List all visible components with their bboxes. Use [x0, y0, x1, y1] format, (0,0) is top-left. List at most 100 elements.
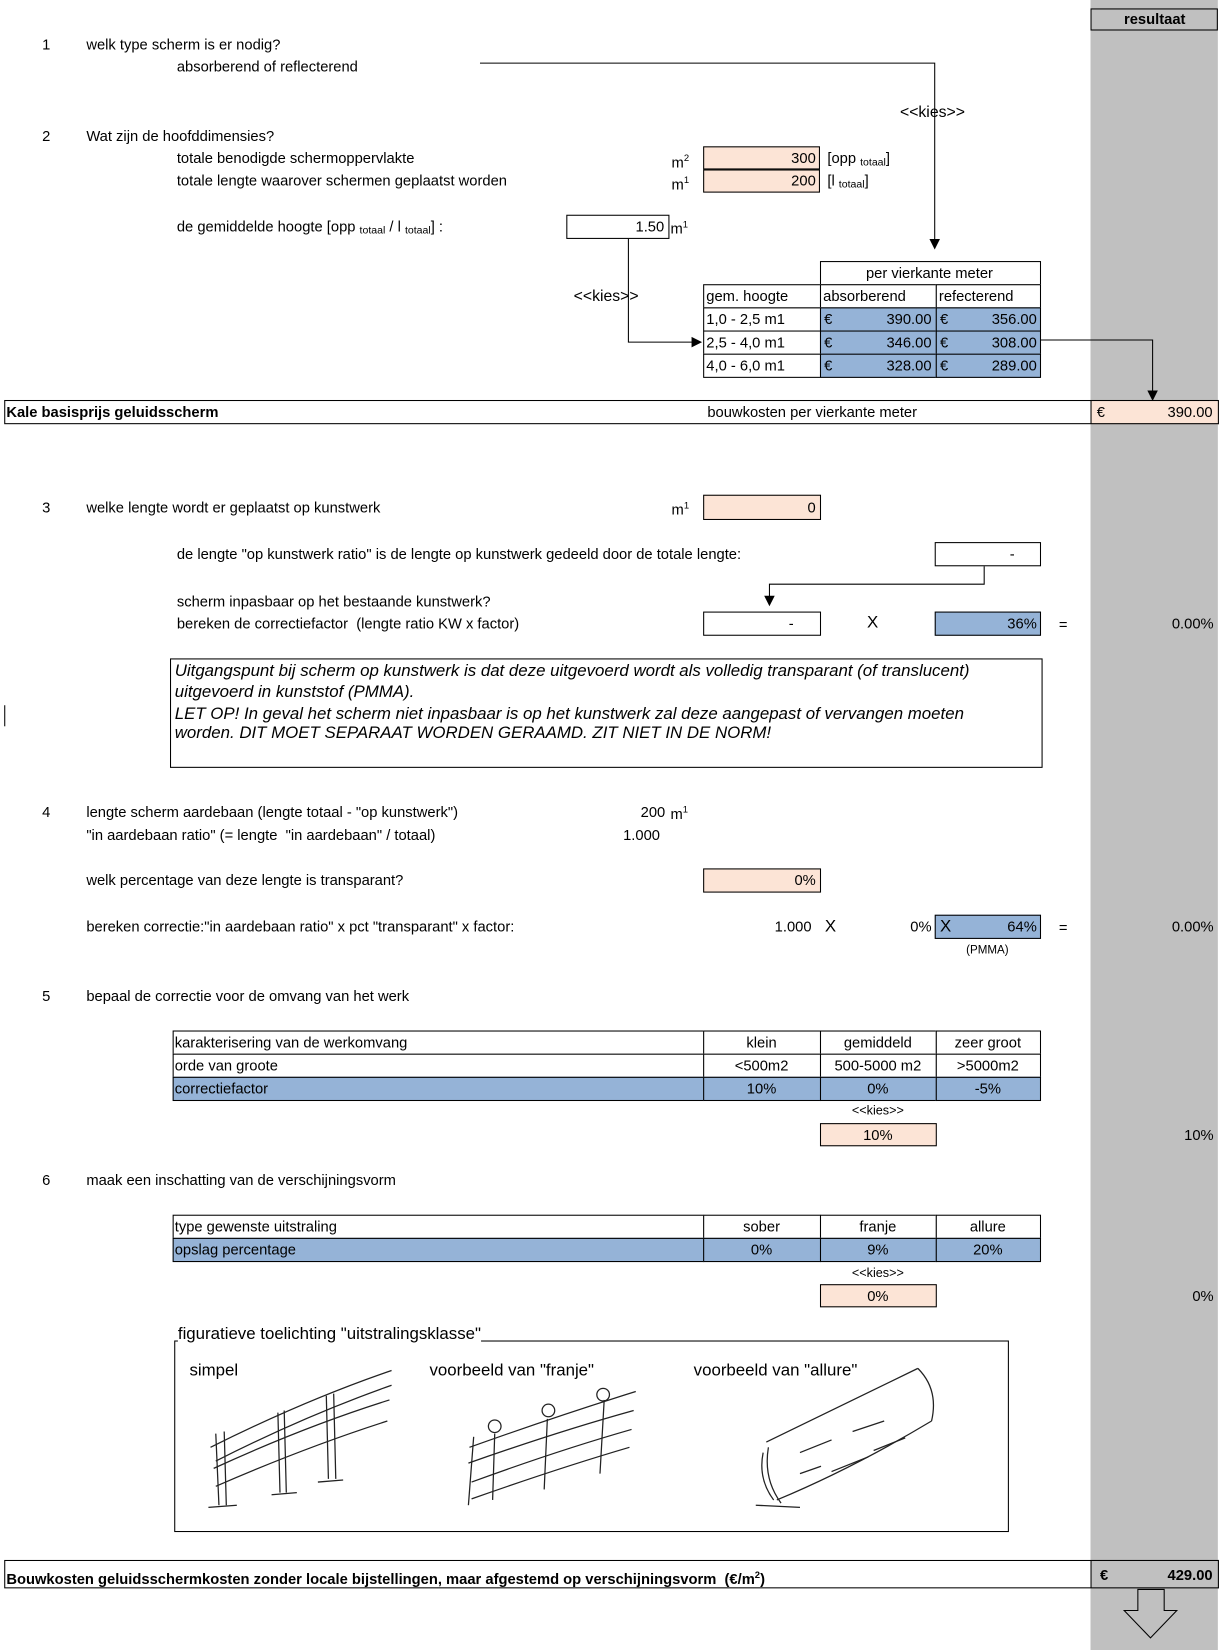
text-cursor	[4, 705, 6, 727]
label: 1.000	[623, 826, 660, 844]
label: refecterend	[938, 287, 1014, 305]
input-cell	[819, 1284, 937, 1308]
label: 6	[42, 1171, 51, 1189]
label: allure	[969, 1217, 1006, 1235]
label: <<kies>>	[851, 1103, 904, 1118]
arrowhead	[1147, 390, 1158, 402]
label: 3	[42, 498, 51, 516]
label: 0.00%	[1171, 614, 1214, 632]
label: 10%	[863, 1126, 893, 1144]
label: 0%	[867, 1287, 889, 1305]
cell	[819, 307, 937, 332]
subscript: totaal	[838, 178, 865, 191]
result-header	[1090, 8, 1218, 31]
label: 5	[42, 987, 51, 1005]
label: welk percentage van deze lengte is trans…	[86, 871, 404, 889]
cell	[703, 1053, 822, 1078]
label: 429.00	[1167, 1566, 1213, 1584]
text-part: [l	[827, 171, 839, 189]
cell	[819, 353, 937, 378]
label: 200	[640, 803, 666, 820]
note-line: worden. DIT MOET SEPARAAT WORDEN GERAAMD…	[174, 724, 772, 743]
text-part: m	[671, 175, 684, 193]
sketch-allure	[755, 1367, 935, 1508]
label: Kale basisprijs geluidsscherm	[6, 403, 219, 420]
label: X	[824, 917, 837, 936]
label: per vierkante meter	[865, 264, 993, 282]
label: sober	[743, 1217, 780, 1235]
cell	[934, 611, 1042, 636]
input-cell	[703, 169, 820, 193]
text-part: m	[670, 805, 683, 823]
cell	[703, 353, 822, 378]
label: 0	[807, 498, 816, 516]
label: 64%	[1007, 917, 1037, 935]
superscript: 1	[682, 218, 689, 230]
label: €	[824, 356, 833, 374]
label: opslag percentage	[174, 1241, 296, 1258]
label: >5000m2	[956, 1056, 1019, 1074]
label: -5%	[974, 1079, 1001, 1097]
label: totale lengte waarover schermen geplaats…	[176, 171, 507, 189]
label: de lengte "op kunstwerk ratio" is de len…	[176, 545, 742, 563]
label: 0.00%	[1171, 917, 1214, 935]
sketch-franje	[467, 1387, 636, 1506]
superscript: 2	[754, 1569, 761, 1580]
cell	[819, 330, 937, 355]
label: bereken correctie:"in aardebaan ratio" x…	[86, 917, 515, 935]
arrowhead	[929, 238, 940, 250]
label: 356.00	[991, 310, 1037, 328]
label: bereken de correctiefactor (lengte ratio…	[176, 614, 520, 632]
superscript: 2	[683, 152, 690, 164]
label: 0%	[867, 1079, 889, 1097]
label: welke lengte wordt er geplaatst op kunst…	[86, 498, 381, 516]
label: 300	[791, 149, 816, 167]
arrowhead	[691, 336, 703, 348]
label: bouwkosten per vierkante meter	[707, 403, 918, 420]
label: 0%	[910, 917, 932, 935]
cell	[935, 1214, 1042, 1239]
label: €	[939, 356, 949, 374]
label: €	[1096, 403, 1106, 420]
label: 10%	[746, 1079, 777, 1097]
text-part: m	[671, 501, 684, 518]
label: lengte scherm aardebaan (lengte totaal -…	[86, 803, 459, 820]
label: klein	[746, 1033, 777, 1051]
connector	[1039, 339, 1154, 393]
label: [opp totaal]	[827, 148, 890, 172]
text-part: ]	[885, 149, 890, 167]
cell	[172, 1030, 705, 1055]
label: 500-5000 m2	[834, 1056, 922, 1074]
label: m1	[671, 215, 689, 238]
figure-caption: voorbeeld van "franje"	[429, 1362, 595, 1380]
label: 9%	[867, 1241, 889, 1258]
label: absorberend of reflecterend	[176, 57, 358, 75]
result-cell	[1090, 1559, 1219, 1589]
value-cell	[566, 214, 670, 239]
sketch-simple	[208, 1369, 392, 1508]
cell	[703, 1237, 822, 1263]
label: bepaal de correctie voor de omvang van h…	[86, 987, 410, 1005]
label: totale benodigde schermoppervlakte	[176, 149, 415, 167]
text-part: [opp	[827, 149, 861, 167]
label: Bouwkosten geluidsschermkosten zonder lo…	[6, 1565, 765, 1588]
label: m1	[672, 496, 690, 519]
figure-caption: simpel	[189, 1362, 239, 1380]
label: -	[788, 614, 794, 632]
label: franje	[859, 1217, 897, 1235]
cell	[819, 1076, 937, 1102]
input-cell	[703, 494, 822, 520]
label: de gemiddelde hoogte [opp totaal / l tot…	[177, 217, 443, 241]
label: =	[1058, 918, 1068, 936]
label: 346.00	[886, 333, 932, 351]
label: [l totaal]	[827, 171, 868, 195]
label: 328.00	[886, 356, 932, 374]
label: 20%	[973, 1241, 1003, 1258]
label: correctiefactor	[174, 1079, 269, 1097]
result-column	[1090, 0, 1218, 1650]
label: 1,0 - 2,5 m1	[706, 310, 785, 328]
result-cell	[1090, 399, 1219, 425]
